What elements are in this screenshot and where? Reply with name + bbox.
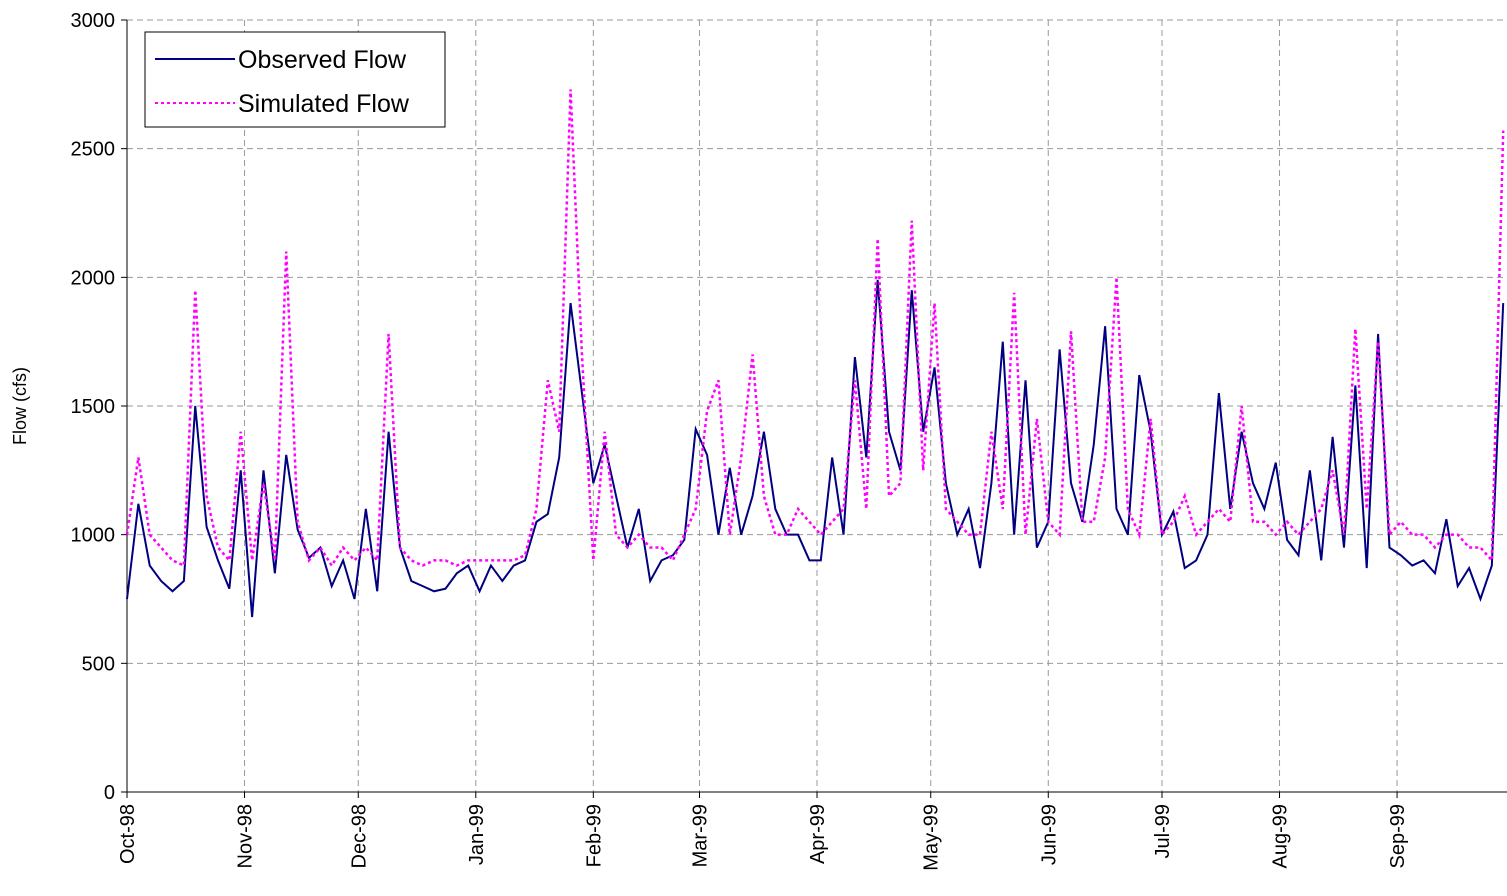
y-tick-label: 0 <box>104 782 115 804</box>
x-tick-label: Feb-99 <box>583 804 605 867</box>
y-tick-label: 1000 <box>71 525 116 547</box>
x-tick-label: Jan-99 <box>466 804 488 865</box>
x-tick-label: Oct-98 <box>117 804 139 864</box>
x-tick-label: Sep-99 <box>1387 804 1409 869</box>
legend-label: Observed Flow <box>238 46 407 74</box>
x-tick-label: Dec-98 <box>348 804 370 868</box>
y-tick-label: 2000 <box>71 267 116 289</box>
x-tick-label: Nov-98 <box>235 804 257 868</box>
data-line <box>126 279 1505 618</box>
y-tick-label: 1500 <box>71 396 116 418</box>
x-tick-label: Mar-99 <box>689 804 711 867</box>
x-tick-label: Aug-99 <box>1270 804 1292 869</box>
data-line <box>125 89 1505 568</box>
x-tick-label: Jul-99 <box>1152 804 1174 858</box>
x-tick-label: May-99 <box>921 804 943 871</box>
x-tick-label: Apr-99 <box>807 804 829 864</box>
y-tick-label: 2500 <box>71 139 116 161</box>
y-axis-label: Flow (cfs) <box>10 367 30 445</box>
legend-label: Simulated Flow <box>238 90 410 118</box>
x-tick-label: Jun-99 <box>1038 804 1060 865</box>
y-tick-label: 3000 <box>71 10 116 32</box>
y-tick-label: 500 <box>82 653 115 675</box>
legend-box <box>144 31 446 128</box>
